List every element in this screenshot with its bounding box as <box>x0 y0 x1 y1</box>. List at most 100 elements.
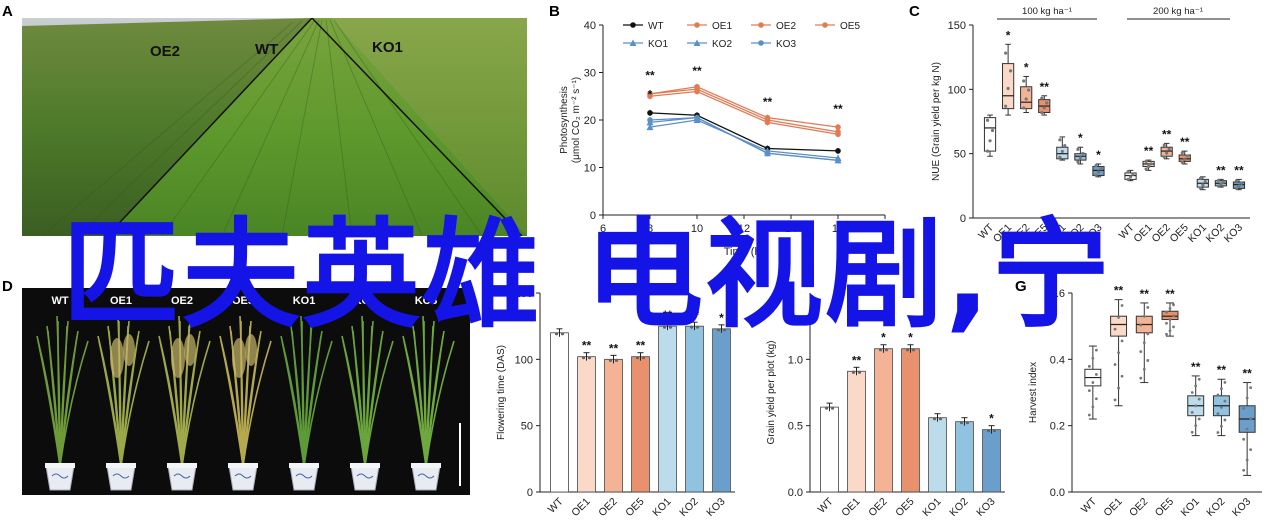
y-axis-label-group: Harvest index <box>1028 362 1039 423</box>
bar-oe5 <box>631 356 650 493</box>
data-dot <box>1190 430 1194 434</box>
plant-panicle <box>232 338 246 378</box>
x-tick-label: KO3 <box>704 496 727 519</box>
data-dot <box>668 325 673 329</box>
plant-wt <box>36 315 89 491</box>
data-dot <box>1242 437 1246 441</box>
significance-label: ** <box>692 64 702 78</box>
data-dot <box>1128 175 1133 179</box>
significance-label: ** <box>1162 127 1172 141</box>
data-dot <box>1168 329 1172 332</box>
data-dot <box>1120 339 1124 343</box>
data-dot <box>824 406 829 410</box>
pot-pattern <box>417 473 435 479</box>
bar-ko1 <box>658 325 677 493</box>
data-dot <box>1234 179 1239 183</box>
data-dot <box>911 348 916 352</box>
series-line-oe2 <box>649 88 839 133</box>
legend-marker <box>629 39 637 46</box>
y-axis-label: Flowering time (DAS) <box>496 345 507 440</box>
x-tick-label: KO2 <box>1204 496 1227 519</box>
data-dot <box>1203 180 1207 184</box>
data-dot <box>1172 303 1175 307</box>
x-tick-label: KO1 <box>650 496 673 519</box>
data-dot <box>1078 156 1082 160</box>
legend-label: WT <box>648 21 664 32</box>
significance-label: ** <box>852 353 862 367</box>
data-dot <box>1221 180 1225 184</box>
data-dot <box>1190 391 1194 394</box>
plant-stem <box>425 340 455 467</box>
x-tick-label: KO3 <box>1081 222 1104 245</box>
flowering-time-bar-chart: 0 50 100 150 Flowering time (DAS) WT ** OE1 ** OE… <box>496 288 735 519</box>
data-dot <box>1087 364 1091 368</box>
significance-label: ** <box>1216 163 1226 177</box>
x-tick-label: KO1 <box>1178 496 1201 519</box>
significance-label: ** <box>1114 285 1124 298</box>
significance-label: ** <box>645 69 655 83</box>
data-dot <box>1094 373 1098 376</box>
data-dot <box>1146 305 1150 309</box>
y-tick-label: 0.0 <box>788 487 803 499</box>
y-tick-label: 0 <box>590 210 596 222</box>
data-dot <box>1113 327 1117 331</box>
data-dot <box>988 139 992 143</box>
significance-label: ** <box>1040 80 1050 94</box>
group-label-200: 200 kg ha⁻¹ <box>1153 6 1203 17</box>
pot-rim <box>106 463 136 468</box>
x-tick-label: OE2 <box>866 496 889 519</box>
y-tick-label: 0.2 <box>1050 421 1065 433</box>
data-dot <box>1045 101 1049 105</box>
data-dot <box>1027 88 1031 92</box>
data-dot <box>1091 381 1095 384</box>
box-4 <box>1056 146 1069 160</box>
data-dot <box>990 128 995 133</box>
data-dot <box>1091 405 1095 409</box>
data-dot <box>1022 106 1026 110</box>
x-tick-label: WT <box>1079 495 1099 515</box>
data-dot <box>1167 147 1171 151</box>
significance-label: ** <box>1140 287 1150 301</box>
data-dot <box>1249 448 1253 452</box>
x-tick-label: KO2 <box>677 496 700 519</box>
data-dot <box>959 421 964 425</box>
significance-label: ** <box>663 308 673 322</box>
data-dot <box>1162 155 1166 159</box>
data-dot <box>1144 167 1148 171</box>
significance-label: ** <box>1144 144 1154 158</box>
data-dot <box>1249 386 1253 390</box>
data-dot <box>1076 147 1080 151</box>
bar-oe2 <box>874 348 893 493</box>
x-tick-label: KO1 <box>920 496 943 519</box>
data-dot <box>1087 389 1091 393</box>
x-tick-label: OE1 <box>1101 496 1124 519</box>
significance-label: ** <box>1234 163 1244 177</box>
y-tick-label: 0 <box>527 487 533 499</box>
legend-marker <box>694 22 700 28</box>
data-dot <box>1165 321 1168 325</box>
data-dot <box>1198 176 1202 181</box>
significance-label: ** <box>1180 135 1190 149</box>
data-dot <box>1185 154 1189 158</box>
data-dot <box>1162 143 1166 147</box>
data-dot <box>985 149 990 153</box>
data-dot <box>1146 359 1150 362</box>
data-point-ko3 <box>694 114 700 121</box>
significance-label: ** <box>833 102 843 116</box>
plant-pot <box>228 465 258 491</box>
data-dot <box>560 332 565 336</box>
data-dot <box>878 348 883 352</box>
series-line-wt <box>649 112 839 152</box>
significance-label: ** <box>636 339 646 353</box>
y-axis-label-line1: Photosynthesis <box>559 86 570 154</box>
data-dot <box>1096 170 1101 174</box>
series-line-oe1 <box>649 86 839 128</box>
significance-label: * <box>1006 28 1011 42</box>
data-dot <box>614 358 619 362</box>
data-dot <box>1131 172 1135 176</box>
data-dot <box>884 348 889 352</box>
data-dot <box>1040 111 1044 115</box>
data-dot <box>1058 138 1062 142</box>
x-tick-label: OE2 <box>596 496 619 519</box>
